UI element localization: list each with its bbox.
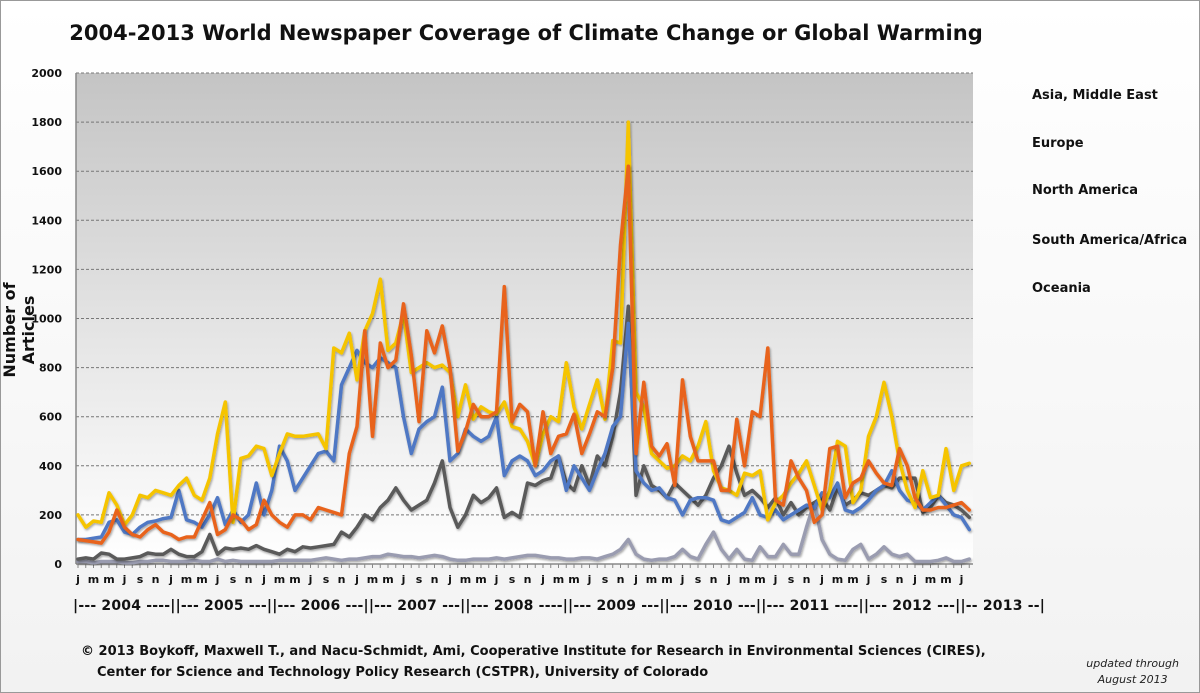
- legend-item: Europe: [978, 136, 1084, 151]
- x-tick-label: j: [819, 573, 824, 586]
- legend-item: Asia, Middle East: [978, 88, 1158, 103]
- x-tick-label: j: [261, 573, 266, 586]
- x-tick-label: m: [274, 573, 285, 586]
- y-tick-label: 1000: [31, 313, 62, 326]
- x-tick-label: j: [122, 573, 127, 586]
- y-tick-label: 600: [39, 411, 62, 424]
- x-tick-label: m: [196, 573, 207, 586]
- x-tick-label: j: [308, 573, 313, 586]
- legend-item: North America: [978, 183, 1138, 198]
- x-tick-label: j: [75, 573, 80, 586]
- series-line-south-america-africa: [76, 500, 972, 565]
- legend-item: Oceania: [978, 281, 1091, 296]
- y-tick-label: 0: [54, 558, 62, 571]
- x-tick-label: m: [553, 573, 564, 586]
- x-tick-label: j: [494, 573, 499, 586]
- x-tick-label: m: [661, 573, 672, 586]
- updated-note: updated through August 2013: [1086, 656, 1179, 688]
- legend-label: North America: [1032, 183, 1138, 198]
- x-tick-label: j: [168, 573, 173, 586]
- series-line-north-america: [76, 321, 972, 542]
- x-tick-label: n: [896, 573, 904, 586]
- x-tick-label: n: [152, 573, 160, 586]
- x-tick-label: m: [289, 573, 300, 586]
- x-tick-label: m: [940, 573, 951, 586]
- x-tick-label: n: [617, 573, 625, 586]
- x-tick-label: s: [509, 573, 516, 586]
- x-tick-label: s: [695, 573, 702, 586]
- x-tick-label: j: [354, 573, 359, 586]
- x-tick-label: s: [602, 573, 609, 586]
- x-tick-label: j: [680, 573, 685, 586]
- credit-line-1: © 2013 Boykoff, Maxwell T., and Nacu-Sch…: [81, 644, 986, 659]
- y-tick-label: 1400: [31, 214, 62, 227]
- x-tick-label: s: [416, 573, 423, 586]
- x-tick-label: j: [587, 573, 592, 586]
- x-tick-label: m: [460, 573, 471, 586]
- legend-item: South America/Africa: [978, 233, 1187, 248]
- series-line-europe: [76, 120, 972, 529]
- x-tick-label: s: [137, 573, 144, 586]
- x-tick-label: s: [788, 573, 795, 586]
- x-tick-label: m: [367, 573, 378, 586]
- x-tick-label: m: [754, 573, 765, 586]
- series-line-oceania: [76, 164, 972, 545]
- x-tick-label: j: [215, 573, 220, 586]
- x-tick-label: j: [633, 573, 638, 586]
- updated-line-2: August 2013: [1097, 673, 1168, 686]
- x-tick-label: n: [524, 573, 532, 586]
- x-tick-label: j: [773, 573, 778, 586]
- x-tick-label: n: [710, 573, 718, 586]
- x-tick-label: j: [726, 573, 731, 586]
- x-tick-label: m: [475, 573, 486, 586]
- x-tick-label: m: [181, 573, 192, 586]
- credit-line-2: Center for Science and Technology Policy…: [97, 665, 709, 680]
- legend-label: South America/Africa: [1032, 233, 1187, 248]
- x-tick-label: m: [568, 573, 579, 586]
- y-tick-label: 1600: [31, 165, 62, 178]
- x-tick-label: j: [540, 573, 545, 586]
- x-tick-label: m: [88, 573, 99, 586]
- x-tick-label: n: [338, 573, 346, 586]
- x-tick-label: s: [323, 573, 330, 586]
- x-tick-label: m: [103, 573, 114, 586]
- x-tick-label: j: [447, 573, 452, 586]
- x-tick-label: n: [803, 573, 811, 586]
- legend-label: Oceania: [1032, 281, 1091, 296]
- x-tick-label: m: [925, 573, 936, 586]
- x-tick-label: j: [912, 573, 917, 586]
- year-axis-label: |--- 2004 ----||--- 2005 ---||--- 2006 -…: [73, 598, 1046, 614]
- x-tick-label: m: [382, 573, 393, 586]
- updated-line-1: updated through: [1086, 657, 1179, 670]
- y-tick-label: 2000: [31, 67, 62, 80]
- x-tick-label: j: [401, 573, 406, 586]
- x-tick-label: j: [866, 573, 871, 586]
- x-tick-label: n: [245, 573, 253, 586]
- y-tick-label: 400: [39, 460, 62, 473]
- y-tick-label: 200: [39, 509, 62, 522]
- y-tick-label: 1800: [31, 116, 62, 129]
- x-tick-label: m: [646, 573, 657, 586]
- legend-label: Europe: [1032, 136, 1084, 151]
- x-tick-label: m: [739, 573, 750, 586]
- x-tick-label: s: [230, 573, 237, 586]
- y-axis-label: Number of Articles: [0, 282, 38, 378]
- legend-label: Asia, Middle East: [1032, 88, 1158, 103]
- y-tick-label: 1200: [31, 263, 62, 276]
- x-tick-label: n: [431, 573, 439, 586]
- credit-text: © 2013 Boykoff, Maxwell T., and Nacu-Sch…: [81, 641, 986, 683]
- x-tick-label: j: [959, 573, 964, 586]
- x-tick-label: s: [881, 573, 888, 586]
- chart-title: 2004-2013 World Newspaper Coverage of Cl…: [69, 21, 983, 45]
- x-tick-label: m: [847, 573, 858, 586]
- y-tick-label: 800: [39, 362, 62, 375]
- x-tick-label: m: [832, 573, 843, 586]
